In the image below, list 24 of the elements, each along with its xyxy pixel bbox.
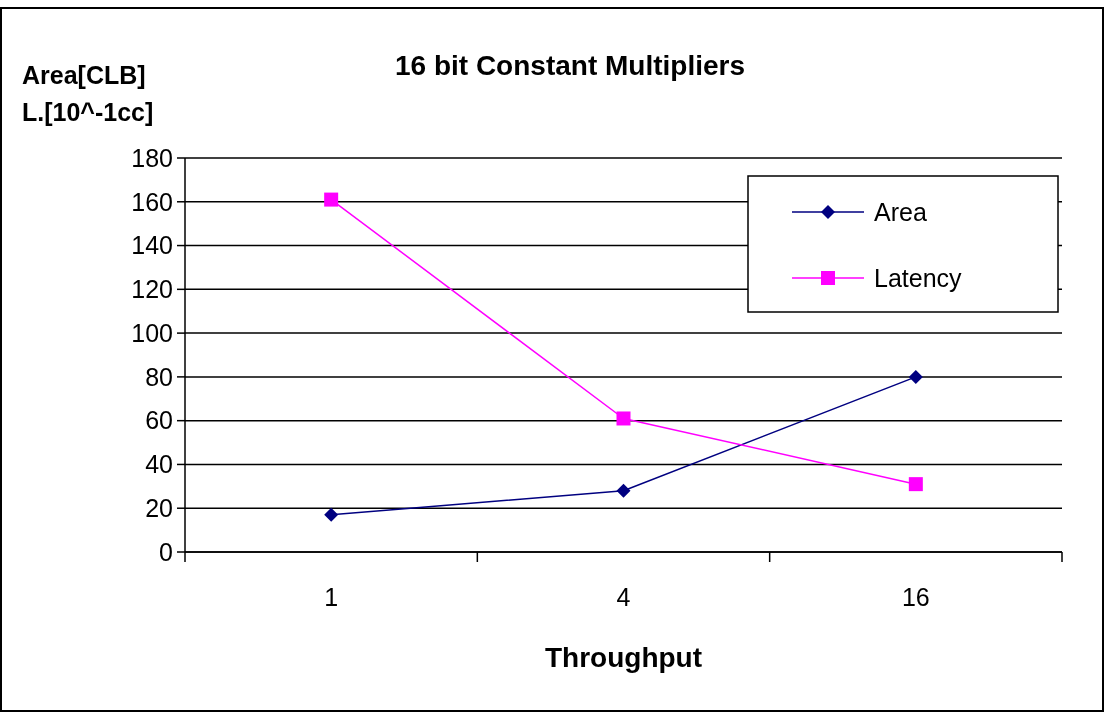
legend-label: Latency — [874, 263, 963, 292]
x-tick-label: 1 — [324, 583, 339, 611]
y-tick-label: 140 — [131, 231, 173, 260]
y-tick-label: 40 — [145, 450, 173, 479]
point — [908, 369, 923, 384]
y-tick-label: 100 — [131, 318, 173, 347]
point — [616, 411, 631, 426]
y-tick-label: 120 — [131, 275, 173, 304]
point — [908, 477, 923, 492]
x-tick-label: 16 — [901, 583, 930, 611]
y-axis-title: Area[CLB] L.[10^-1cc] — [22, 61, 154, 126]
point — [324, 192, 339, 207]
y-tick-label: 0 — [159, 537, 173, 566]
legend-label: Area — [874, 197, 927, 226]
y-tick-label: 80 — [145, 362, 173, 391]
point — [324, 507, 339, 522]
y-tick-label: 20 — [145, 493, 173, 522]
y-tick-label: 180 — [131, 143, 173, 172]
y-tick-label: 160 — [131, 187, 173, 216]
x-tick-label: 4 — [616, 583, 631, 611]
chart-title: 16 bit Constant Multipliers — [394, 50, 746, 81]
y-tick-label: 60 — [145, 406, 173, 435]
x-axis-title: Throughput — [544, 642, 703, 673]
point — [616, 483, 631, 498]
